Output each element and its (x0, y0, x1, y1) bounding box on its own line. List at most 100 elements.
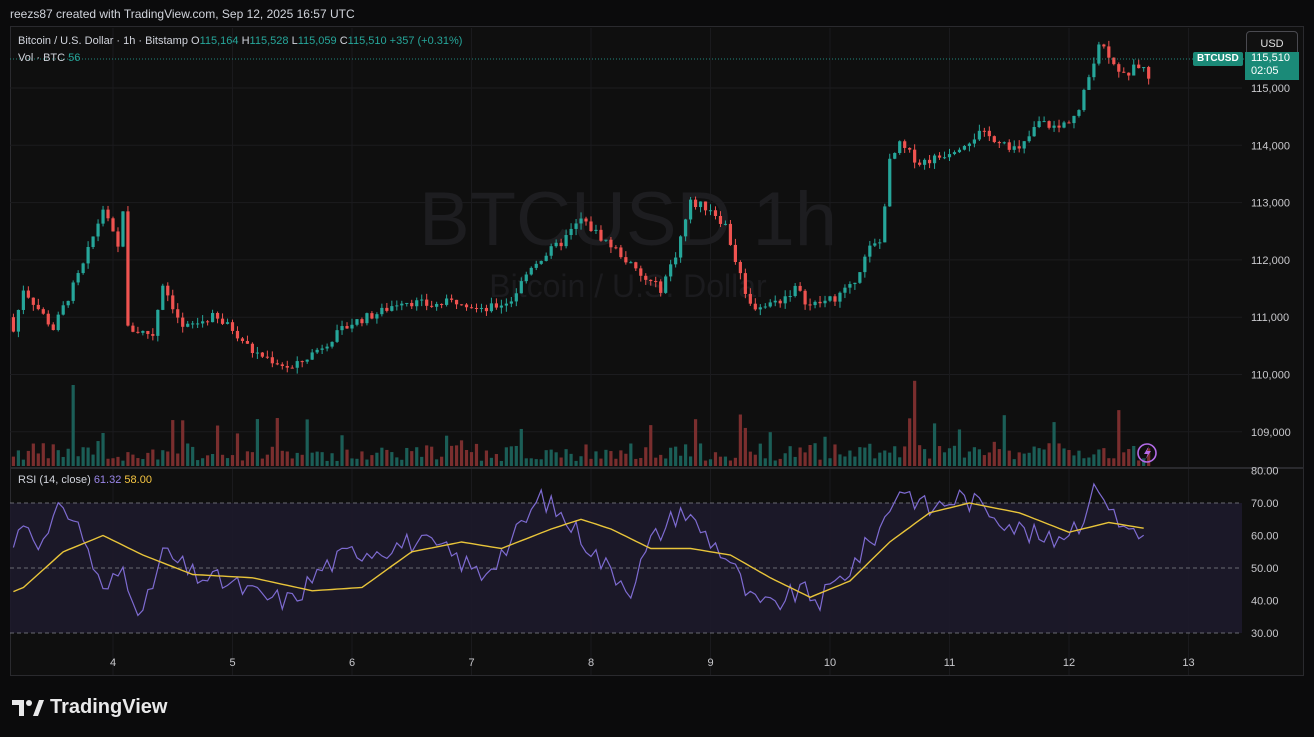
volume-bar (947, 448, 952, 466)
volume-bar (873, 458, 877, 466)
volume-bar (634, 458, 638, 466)
candle (1147, 65, 1151, 85)
candle (365, 312, 369, 326)
price-tick-label: 115,000 (1251, 83, 1290, 95)
candle (494, 298, 498, 310)
candle (639, 265, 643, 282)
candle (957, 147, 962, 154)
candle (1072, 115, 1076, 129)
volume-bar (220, 454, 225, 466)
candle (932, 153, 937, 169)
candle (400, 300, 404, 311)
volume-bar (554, 452, 558, 466)
volume-bar (674, 446, 678, 466)
volume-bar (51, 444, 55, 466)
candle (210, 309, 215, 323)
volume-bar (1037, 448, 1041, 466)
volume-bar (400, 459, 404, 466)
candle (215, 311, 220, 324)
candle (918, 159, 922, 167)
candle (489, 297, 494, 313)
volume-bar (808, 444, 812, 466)
legend-symbol: Bitcoin / U.S. Dollar · 1h · Bitstamp (18, 35, 188, 47)
volume-bar (335, 460, 339, 466)
volume-bar (629, 443, 633, 466)
candle (858, 272, 862, 284)
volume-bar (549, 449, 553, 466)
volume-bar (445, 435, 449, 466)
volume-bar (718, 456, 723, 466)
rsi-legend: RSI (14, close) 61.32 58.00 (18, 474, 152, 486)
candle (967, 142, 972, 152)
candle (803, 289, 807, 310)
volume-bar (196, 460, 200, 466)
time-axis: 4 5 6 7 8 9 10 11 12 13 (110, 657, 1195, 669)
volume-bar (942, 452, 947, 466)
candle (529, 266, 533, 276)
candle (509, 296, 513, 308)
volume-bar (215, 425, 220, 466)
volume-bar (469, 452, 474, 466)
volume-bar (1042, 449, 1046, 466)
candle (614, 245, 618, 250)
rsi-ma-value: 58.00 (124, 474, 152, 486)
volume-bar (430, 446, 434, 466)
volume-bar (449, 445, 454, 466)
volume-bar (649, 425, 653, 466)
candle (813, 300, 817, 309)
candle (753, 298, 757, 311)
volume-bar (440, 456, 444, 466)
legend-high-label: H (241, 35, 250, 47)
volume-bar (1027, 452, 1031, 466)
volume-bar (305, 419, 309, 466)
candle (1037, 116, 1041, 129)
candle (250, 342, 255, 358)
candle (644, 273, 648, 285)
volume-bar (380, 447, 384, 466)
time-tick-label: 12 (1063, 657, 1075, 669)
rsi-ma-line (13, 502, 1144, 599)
volume-bar (489, 457, 494, 466)
volume-bar (574, 460, 578, 466)
candle (11, 313, 16, 333)
candle (181, 312, 185, 333)
candle (136, 326, 140, 334)
volume-value: 56 (68, 52, 81, 64)
candle (1127, 72, 1131, 81)
candle (997, 140, 1001, 148)
volume-bar (1137, 460, 1141, 466)
volume-bar (898, 457, 902, 466)
volume-bar (763, 458, 767, 466)
volume-bar (733, 457, 737, 466)
volume-bar (778, 458, 782, 466)
candle (574, 219, 578, 236)
candle (275, 359, 279, 366)
candle (972, 133, 976, 148)
alert-icon[interactable] (1137, 443, 1157, 463)
candles (11, 40, 1151, 374)
candle (624, 251, 628, 265)
volume-bar (86, 447, 90, 466)
volume-bar (743, 427, 747, 466)
legend-low-label: L (291, 35, 298, 47)
volume-bar (1002, 415, 1006, 466)
volume-bar (848, 450, 852, 466)
volume-bar (285, 451, 289, 466)
candle (798, 282, 802, 292)
candle (1032, 121, 1036, 137)
candle (41, 307, 45, 315)
candle (245, 335, 250, 344)
tradingview-logo[interactable]: TradingView (12, 696, 167, 719)
candle (335, 324, 339, 343)
volume-bar (504, 447, 508, 466)
volume-bar (997, 449, 1001, 466)
volume-bar (1022, 453, 1026, 466)
candle (240, 337, 245, 344)
candle (101, 205, 105, 227)
candle (66, 300, 70, 308)
candle (26, 286, 30, 299)
time-tick-label: 13 (1182, 657, 1194, 669)
volume-bar (609, 451, 613, 466)
rsi-axis: 30.00 40.00 50.00 60.00 70.00 80.00 (1251, 466, 1279, 641)
